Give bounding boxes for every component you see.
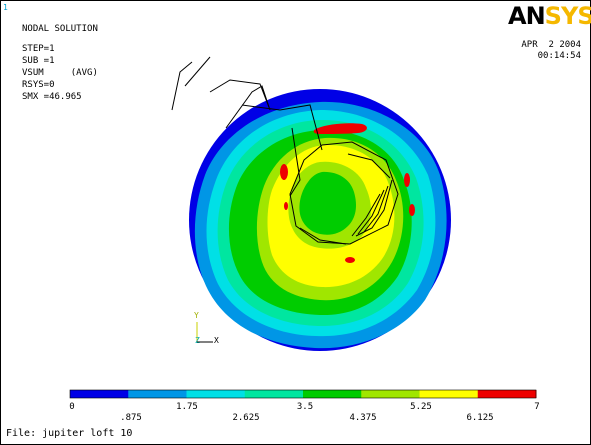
legend-tick-1-75: 1.75	[176, 402, 198, 412]
legend-tick-4-375: 4.375	[349, 413, 376, 423]
legend-band-7	[478, 390, 537, 398]
legend-band-1	[128, 390, 187, 398]
file-name-label: File: jupiter loft 10	[6, 428, 132, 440]
legend-band-2	[187, 390, 246, 398]
legend-tick-6-125: 6.125	[466, 413, 493, 423]
hotspot-left-small	[284, 202, 288, 210]
legend-band-0	[70, 390, 129, 398]
triad-z-label: Z	[195, 337, 200, 345]
legend-tick-7: 7	[534, 402, 539, 412]
legend-tick-3-5: 3.5	[297, 402, 313, 412]
hotspot-right-upper	[404, 173, 410, 187]
triad-y-label: Y	[194, 312, 199, 320]
legend-band-5	[361, 390, 420, 398]
legend-tick-5-25: 5.25	[410, 402, 432, 412]
legend-band-4	[303, 390, 362, 398]
hotspot-bottom	[345, 257, 355, 263]
legend-tick-0: 0	[69, 402, 74, 412]
hotspot-right-lower	[409, 204, 415, 216]
legend-tick-2-625: 2.625	[232, 413, 259, 423]
legend-band-6	[420, 390, 479, 398]
wire-line-1	[172, 62, 192, 110]
legend-bar	[70, 390, 537, 398]
legend-tick-0-875: .875	[120, 413, 142, 423]
hotspot-left	[280, 164, 288, 180]
green-spot	[343, 183, 349, 189]
triad-x-label: X	[214, 337, 219, 345]
wire-line-2	[185, 57, 210, 86]
legend-band-3	[245, 390, 304, 398]
